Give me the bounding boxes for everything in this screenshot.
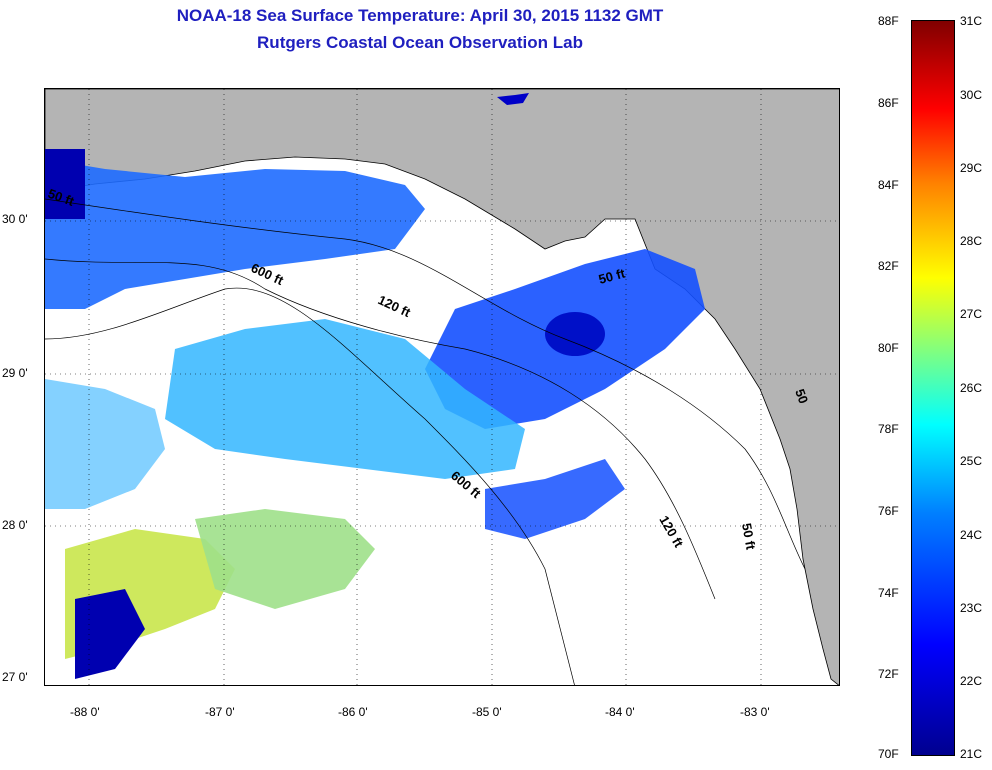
map-title: NOAA-18 Sea Surface Temperature: April 3… (176, 6, 664, 25)
sst-patch-central (165, 319, 525, 479)
sst-patch-coastal-dark (45, 149, 85, 219)
sst-patch-dark-south (75, 589, 145, 679)
lat-label-29: 29 0' (2, 366, 28, 380)
colorbar-c-label: 22C (960, 674, 983, 688)
colorbar-c-label: 26C (960, 381, 983, 395)
colorbar-c-label: 24C (960, 528, 983, 542)
colorbar-c-label: 28C (960, 234, 983, 248)
isobath-label: 50 (792, 387, 811, 406)
colorbar-c-label: 23C (960, 601, 983, 615)
isobath-label: 120 ft (656, 513, 686, 550)
sst-patch-west (45, 379, 165, 509)
land-area (45, 89, 839, 685)
isobath-50ft (45, 198, 806, 570)
colorbar-f-label: 70F (878, 747, 899, 761)
lon-label-87: -87 0' (205, 705, 235, 719)
lake (497, 93, 529, 105)
colorbar-f-label: 80F (878, 341, 899, 355)
isobath-120ft (45, 258, 716, 600)
sst-patch-nearshore (45, 159, 425, 309)
colorbar-c-label: 25C (960, 454, 983, 468)
lon-label-84: -84 0' (605, 705, 635, 719)
colorbar-f-label: 84F (878, 178, 899, 192)
lon-label-83: -83 0' (740, 705, 770, 719)
lat-label-30: 30 0' (2, 212, 28, 226)
colorbar-c-label: 30C (960, 88, 983, 102)
colorbar-c-label: 27C (960, 307, 983, 321)
colorbar-c-label: 31C (960, 14, 983, 28)
sst-colorbar (911, 20, 955, 756)
colorbar-f-label: 86F (878, 96, 899, 110)
lat-label-27: 27 0' (2, 670, 28, 684)
isobath-600ft (45, 287, 575, 685)
isobath-label: 50 ft (597, 265, 627, 287)
colorbar-f-label: 74F (878, 586, 899, 600)
colorbar-f-label: 82F (878, 259, 899, 273)
colorbar-f-label: 88F (878, 14, 899, 28)
sst-map[interactable]: 50 ft 600 ft 120 ft 50 ft 600 ft 120 ft … (44, 88, 840, 686)
lon-label-85: -85 0' (472, 705, 502, 719)
colorbar-f-label: 78F (878, 422, 899, 436)
sst-patch-cool-core (545, 312, 605, 356)
map-subtitle: Rutgers Coastal Ocean Observation Lab (257, 33, 583, 52)
colorbar-f-label: 72F (878, 667, 899, 681)
sst-map-canvas: 50 ft 600 ft 120 ft 50 ft 600 ft 120 ft … (45, 89, 839, 685)
lon-label-88: -88 0' (70, 705, 100, 719)
colorbar-f-label: 76F (878, 504, 899, 518)
lon-label-86: -86 0' (338, 705, 368, 719)
colorbar-c-label: 21C (960, 747, 983, 761)
isobath-label: 50 ft (739, 522, 759, 552)
isobath-label: 120 ft (376, 292, 414, 320)
lat-label-28: 28 0' (2, 518, 28, 532)
sst-patch-south-warm (195, 509, 375, 609)
colorbar-c-label: 29C (960, 161, 983, 175)
sst-patch-se (485, 459, 625, 539)
